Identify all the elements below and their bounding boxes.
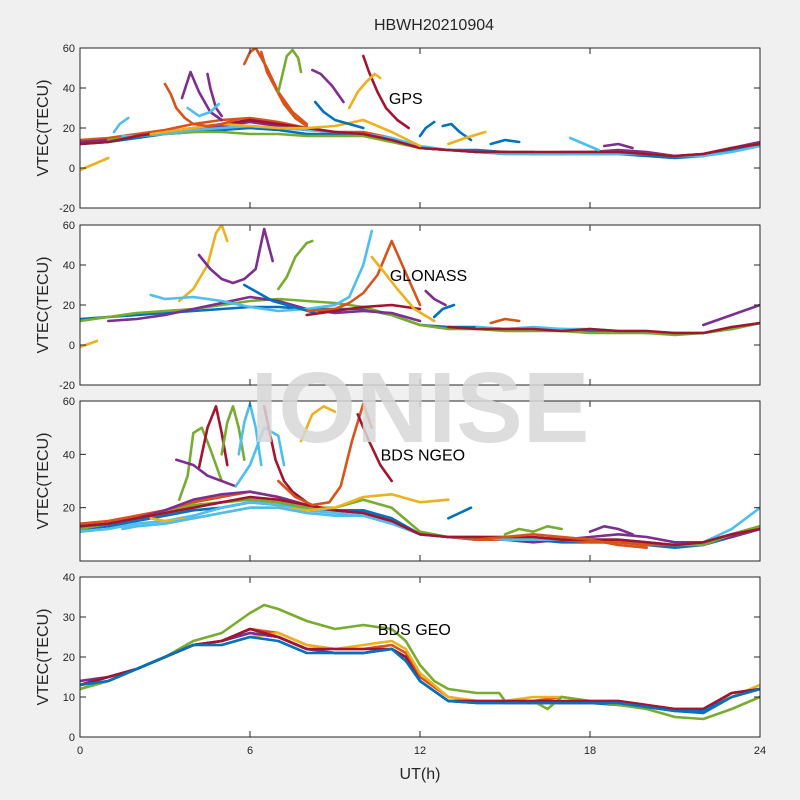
series-line-7	[80, 635, 760, 713]
series-line-12	[370, 255, 436, 323]
panel-1: -20 0 20 40 60 VTEC(TECU) GPS	[35, 43, 761, 215]
series-line-15	[489, 317, 521, 325]
series-group	[80, 48, 760, 172]
series-line-8	[149, 118, 422, 148]
series-line-8	[149, 229, 374, 313]
y-tick-label: 20	[63, 300, 75, 312]
series-line-16	[277, 402, 374, 507]
series-line-21	[418, 120, 436, 138]
series-line-11	[305, 303, 422, 317]
y-tick-label: 20	[63, 123, 75, 135]
series-line-25	[568, 136, 600, 152]
watermark-text: IONISE	[251, 352, 590, 464]
series-line-8	[177, 426, 223, 501]
y-axis-label: VTEC(TECU)	[35, 433, 52, 530]
y-axis-label: VTEC(TECU)	[35, 609, 52, 706]
series-line-23	[447, 130, 487, 146]
series-line-13	[424, 289, 447, 307]
series-line-9	[163, 82, 238, 128]
series-line-4	[107, 295, 422, 323]
series-line-13	[260, 50, 308, 128]
series-line-6	[197, 227, 274, 285]
series-line-20	[503, 525, 563, 536]
series-line-26	[602, 142, 634, 150]
y-tick-label: 60	[63, 396, 75, 408]
series-line-20	[112, 116, 130, 134]
series-line-16	[362, 54, 410, 130]
series-line-7	[277, 239, 314, 291]
x-tick-label: 18	[584, 745, 596, 757]
y-tick-label: 30	[63, 612, 75, 624]
series-line-5	[177, 225, 229, 303]
series-line-15	[299, 405, 337, 443]
series-line-1	[80, 339, 99, 349]
y-axis-label: VTEC(TECU)	[35, 257, 52, 354]
series-line-6	[80, 495, 760, 547]
panel-2: -20 0 20 40 60 VTEC(TECU) GLONASS	[35, 220, 761, 392]
series-line-14	[262, 405, 308, 504]
y-tick-label: 40	[63, 260, 75, 272]
y-tick-label: 20	[63, 652, 75, 664]
y-tick-label: 0	[69, 163, 75, 175]
figure-title: HBWH20210904	[374, 17, 494, 34]
series-line-17	[347, 72, 382, 110]
series-line-21	[588, 525, 634, 536]
series-line-18	[447, 506, 473, 520]
series-line-17	[702, 303, 760, 327]
x-tick-label: 12	[414, 745, 426, 757]
plot-area	[80, 48, 760, 208]
series-group	[80, 402, 760, 549]
panel-title: GPS	[389, 91, 423, 108]
y-tick-label: 60	[63, 220, 75, 232]
panel-title: BDS GEO	[378, 622, 451, 639]
series-line-10	[180, 70, 223, 122]
series-group	[80, 225, 760, 349]
series-line-17	[356, 413, 393, 483]
series-line-14	[432, 303, 456, 319]
y-tick-label: 20	[63, 503, 75, 515]
x-axis-label: UT(h)	[400, 766, 441, 783]
series-group	[80, 603, 760, 721]
series-line-10	[305, 239, 422, 313]
y-tick-label: 60	[63, 43, 75, 55]
x-tick-label: 6	[247, 745, 253, 757]
series-line-19	[475, 533, 648, 549]
y-tick-label: 0	[69, 340, 75, 352]
y-tick-label: -20	[59, 380, 75, 392]
series-line-5	[80, 603, 760, 721]
panel-title: GLONASS	[390, 268, 467, 285]
series-line-22	[121, 506, 365, 531]
y-tick-label: 0	[69, 732, 75, 744]
series-line-13	[234, 426, 286, 488]
series-line-22	[441, 122, 473, 142]
panel-3: 20 40 60 VTEC(TECU) BDS NGEO	[35, 396, 761, 562]
y-axis-label: VTEC(TECU)	[35, 80, 52, 177]
series-line-18	[313, 100, 365, 130]
y-tick-label: 40	[63, 449, 75, 461]
panel-4: 0 6 12 18 24 0 10 20 30 40 VTEC(TECU) BDS GEO	[35, 572, 766, 757]
series-line-24	[489, 138, 521, 146]
y-tick-label: 40	[63, 572, 75, 584]
series-line-9	[243, 283, 317, 315]
series-line-14	[277, 48, 303, 94]
y-tick-label: -20	[59, 203, 75, 215]
series-line-11	[206, 72, 223, 118]
y-tick-label: 40	[63, 83, 75, 95]
series-line-19	[186, 102, 221, 118]
x-tick-label: 24	[754, 745, 766, 757]
series-line-10	[175, 458, 238, 488]
x-tick-label: 0	[77, 745, 83, 757]
panel-title: BDS NGEO	[381, 447, 465, 464]
series-line-18	[447, 321, 760, 335]
y-tick-label: 10	[63, 692, 75, 704]
series-line-15	[311, 68, 345, 104]
